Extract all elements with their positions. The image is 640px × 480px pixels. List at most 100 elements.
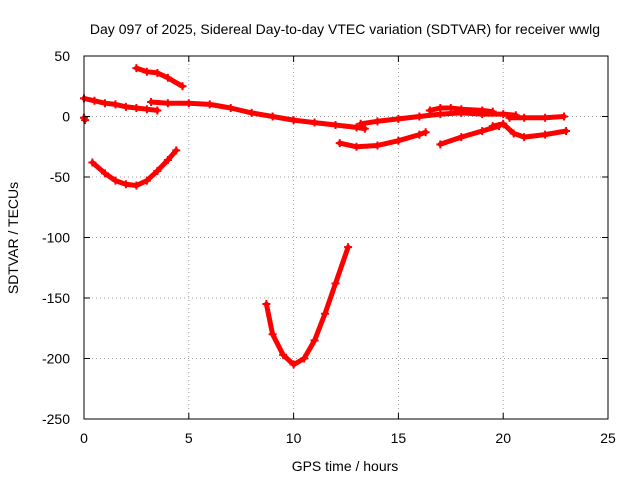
- data-point: [205, 100, 214, 109]
- data-point: [446, 104, 455, 113]
- y-tick-label: 0: [62, 109, 70, 125]
- data-point: [415, 112, 424, 121]
- x-tick-label: 25: [600, 430, 616, 446]
- data-point: [541, 130, 550, 139]
- data-point: [268, 330, 277, 339]
- data-point: [100, 99, 109, 108]
- data-point: [520, 133, 529, 142]
- data-point: [352, 123, 361, 132]
- data-point: [111, 100, 120, 109]
- data-point: [142, 67, 151, 76]
- series-arc-a: [80, 113, 90, 125]
- data-point: [335, 139, 344, 148]
- data-point: [163, 73, 172, 82]
- data-point: [331, 279, 340, 288]
- data-point: [100, 169, 109, 178]
- data-point: [321, 309, 330, 318]
- data-point: [373, 141, 382, 150]
- x-tick-label: 15: [391, 430, 407, 446]
- data-point: [505, 113, 514, 122]
- data-point: [310, 118, 319, 127]
- data-point: [142, 105, 151, 114]
- data-point: [279, 350, 288, 359]
- data-point: [178, 82, 187, 91]
- y-axis-label: SDTVAR / TECUs: [5, 182, 21, 294]
- data-point: [373, 117, 382, 126]
- data-point: [289, 360, 298, 369]
- series-arc-l: [505, 112, 568, 122]
- x-tick-label: 10: [286, 430, 302, 446]
- data-point: [562, 127, 571, 136]
- x-tick-label: 5: [185, 430, 193, 446]
- data-point: [488, 122, 497, 131]
- data-point: [415, 130, 424, 139]
- data-point: [394, 136, 403, 145]
- x-axis-label: GPS time / hours: [292, 458, 399, 474]
- data-point: [360, 124, 369, 133]
- series-line: [507, 114, 567, 121]
- data-point: [344, 243, 353, 252]
- data-point: [425, 106, 434, 115]
- data-point: [90, 96, 99, 105]
- data-point: [541, 113, 550, 122]
- data-point: [310, 336, 319, 345]
- series-arc-h: [356, 108, 520, 128]
- series-arc-i: [425, 104, 497, 116]
- data-point: [268, 112, 277, 121]
- y-tick-label: 50: [54, 48, 70, 64]
- series-line: [437, 123, 502, 147]
- data-point: [300, 354, 309, 363]
- data-point: [132, 181, 141, 190]
- data-point: [153, 68, 162, 77]
- y-tick-label: -200: [42, 351, 70, 367]
- data-point: [121, 180, 130, 189]
- series-line: [337, 129, 429, 150]
- data-point: [81, 116, 90, 125]
- data-point: [331, 120, 340, 129]
- chart-title: Day 097 of 2025, Sidereal Day-to-day VTE…: [90, 21, 600, 37]
- data-point: [436, 140, 445, 149]
- series-arc-k: [488, 119, 571, 142]
- data-point: [559, 112, 568, 121]
- data-point: [356, 119, 365, 128]
- x-tick-label: 0: [80, 430, 88, 446]
- series-line: [89, 147, 179, 188]
- axes: [83, 55, 609, 420]
- series-arc-b: [80, 94, 162, 115]
- data-series: [80, 64, 571, 369]
- y-tick-label: -50: [50, 169, 70, 185]
- data-point: [142, 176, 151, 185]
- data-point: [132, 104, 141, 113]
- plot-frame: [83, 55, 609, 420]
- data-point: [394, 114, 403, 123]
- data-point: [509, 129, 518, 138]
- series-arc-c: [132, 64, 187, 91]
- series-line: [263, 244, 351, 368]
- data-point: [488, 107, 497, 116]
- data-point: [352, 142, 361, 151]
- data-point: [163, 99, 172, 108]
- data-point: [421, 128, 430, 137]
- x-tick-label: 20: [495, 430, 511, 446]
- data-point: [247, 108, 256, 117]
- data-point: [226, 104, 235, 113]
- data-point: [88, 158, 97, 167]
- data-point: [457, 105, 466, 114]
- data-point: [262, 300, 271, 309]
- data-point: [132, 64, 141, 73]
- y-tick-label: -100: [42, 230, 70, 246]
- data-point: [111, 176, 120, 185]
- tick-marks: 0 5 10 15 20 25 -250 -200 -150 -100 -50 0 50: [42, 48, 616, 446]
- data-point: [163, 156, 172, 165]
- data-point: [478, 106, 487, 115]
- data-point: [289, 116, 298, 125]
- series-arc-e: [147, 97, 369, 133]
- data-point: [436, 104, 445, 113]
- data-point: [153, 106, 162, 115]
- data-point: [520, 113, 529, 122]
- data-point: [457, 133, 466, 142]
- data-point: [499, 110, 508, 119]
- series-arc-f: [262, 243, 353, 369]
- data-point: [121, 102, 130, 111]
